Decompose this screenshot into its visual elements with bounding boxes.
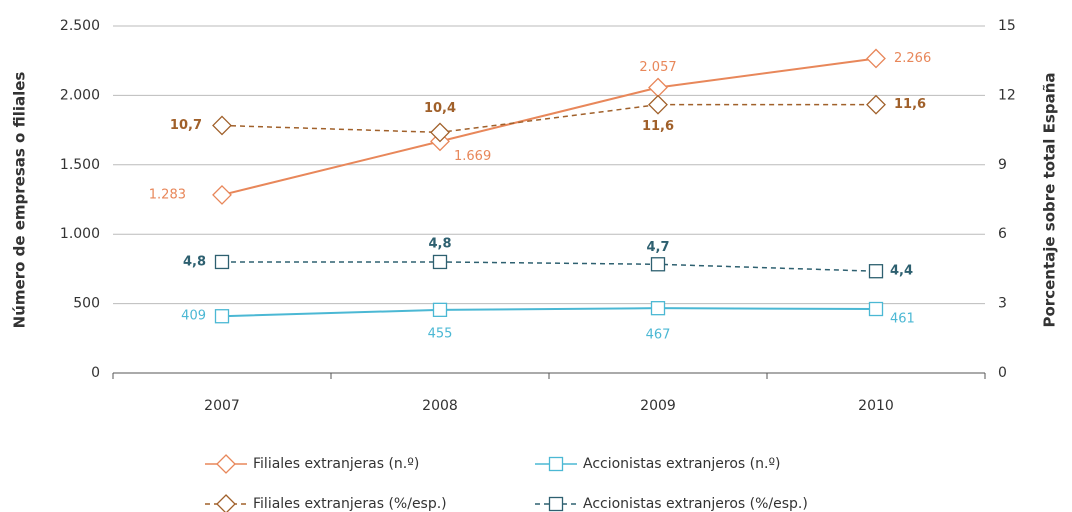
x-tick-label: 2007 — [204, 398, 240, 414]
value-label: 11,6 — [894, 97, 926, 112]
value-label: 1.669 — [454, 149, 491, 164]
value-label: 11,6 — [642, 119, 674, 134]
value-label: 409 — [181, 309, 206, 324]
value-label: 455 — [428, 326, 453, 341]
y-axis-title: Número de empresas o filiales — [11, 72, 29, 329]
value-label: 1.283 — [149, 187, 186, 202]
y-tick-label: 0 — [91, 365, 100, 381]
line — [221, 103, 876, 134]
value-label: 2.266 — [894, 51, 931, 66]
y-tick-label: 1.000 — [60, 226, 100, 242]
marker — [432, 254, 448, 270]
marker — [650, 257, 666, 272]
marker — [548, 496, 564, 512]
value-label: 2.057 — [639, 60, 676, 75]
marker — [866, 48, 886, 69]
y-tick-label: 500 — [73, 296, 100, 312]
legend-label: Filiales extranjeras (n.º) — [253, 456, 419, 472]
marker — [648, 94, 668, 115]
y2-tick-label: 6 — [998, 226, 1007, 242]
y2-tick-label: 0 — [998, 365, 1007, 381]
x-tick-label: 2009 — [640, 398, 676, 414]
y2-tick-label: 12 — [998, 87, 1016, 103]
line — [222, 261, 877, 272]
marker — [868, 264, 884, 279]
x-tick-label: 2010 — [858, 398, 894, 414]
y2-tick-label: 3 — [998, 296, 1007, 312]
y-tick-label: 1.500 — [60, 157, 100, 173]
marker — [866, 94, 886, 115]
marker — [548, 456, 564, 472]
y2-tick-label: 9 — [998, 157, 1007, 173]
value-label: 4,8 — [428, 236, 451, 251]
line — [221, 57, 877, 196]
value-label: 4,4 — [890, 264, 913, 279]
y2-axis-title: Porcentaje sobre total España — [1041, 73, 1059, 328]
legend-label: Accionistas extranjeros (n.º) — [583, 456, 781, 472]
value-label: 10,4 — [424, 101, 456, 116]
marker — [214, 254, 230, 270]
value-label: 467 — [646, 328, 671, 343]
marker — [212, 115, 232, 136]
y2-tick-label: 15 — [998, 18, 1016, 34]
y-tick-label: 2.000 — [60, 87, 100, 103]
marker — [214, 309, 230, 324]
marker — [212, 185, 232, 205]
marker — [868, 301, 884, 317]
value-label: 461 — [890, 312, 915, 327]
value-label: 4,8 — [183, 254, 206, 269]
y-tick-label: 2.500 — [60, 18, 100, 34]
marker — [216, 494, 236, 512]
marker — [650, 301, 666, 316]
legend-label: Filiales extranjeras (%/esp.) — [253, 496, 447, 512]
marker — [216, 454, 236, 474]
marker — [648, 77, 668, 98]
x-tick-label: 2008 — [422, 398, 458, 414]
value-label: 4,7 — [646, 240, 669, 255]
legend-label: Accionistas extranjeros (%/esp.) — [583, 496, 808, 512]
marker — [432, 302, 448, 317]
value-label: 10,7 — [170, 118, 202, 133]
marker — [430, 122, 450, 143]
line — [221, 307, 877, 318]
